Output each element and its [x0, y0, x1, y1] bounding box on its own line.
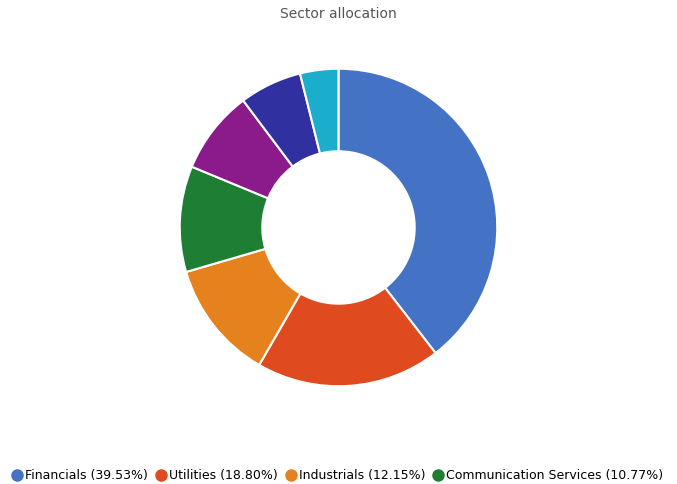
Wedge shape — [186, 249, 301, 365]
Wedge shape — [338, 69, 497, 353]
Wedge shape — [300, 69, 338, 153]
Wedge shape — [243, 74, 320, 166]
Wedge shape — [192, 101, 292, 198]
Wedge shape — [180, 166, 268, 272]
Wedge shape — [259, 288, 435, 386]
Title: Sector allocation: Sector allocation — [280, 7, 397, 21]
